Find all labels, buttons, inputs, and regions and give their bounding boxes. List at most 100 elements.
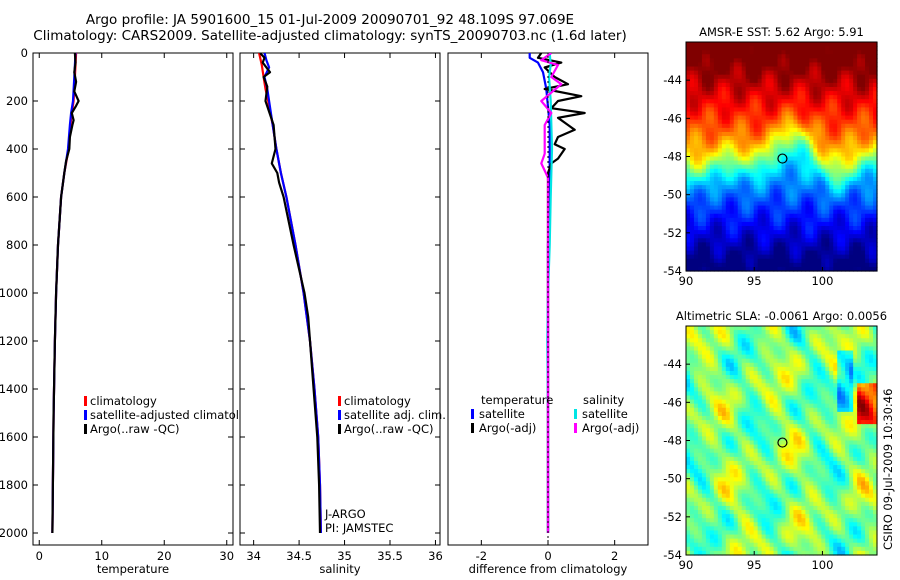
heatmap-cell: [845, 70, 850, 76]
heatmap-cell: [833, 399, 838, 405]
heatmap-cell: [853, 176, 858, 182]
heatmap-cell: [769, 181, 775, 186]
heatmap-cell: [757, 436, 763, 442]
heatmap-cell: [693, 262, 699, 268]
heatmap-cell: [733, 370, 739, 376]
heatmap-cell: [717, 82, 723, 88]
heatmap-cell: [709, 82, 715, 88]
heatmap-cell: [737, 78, 743, 84]
heatmap-cell: [849, 432, 854, 438]
heatmap-cell: [737, 399, 743, 405]
heatmap-cell: [857, 197, 862, 203]
heatmap-cell: [697, 144, 703, 149]
heatmap-cell: [777, 246, 783, 252]
heatmap-cell: [693, 383, 699, 388]
heatmap-cell: [777, 127, 783, 133]
heatmap-cell: [829, 70, 834, 76]
heatmap-cell: [729, 181, 735, 186]
heatmap-cell: [701, 350, 707, 356]
heatmap-cell: [709, 411, 715, 417]
heatmap-cell: [777, 197, 783, 203]
heatmap-cell: [749, 66, 755, 72]
heatmap-cell: [869, 246, 874, 252]
heatmap-cell: [809, 493, 814, 499]
heatmap-cell: [769, 424, 775, 429]
heatmap-cell: [741, 346, 747, 352]
heatmap-cell: [781, 197, 787, 203]
heatmap-cell: [837, 148, 842, 154]
heatmap-cell: [837, 226, 842, 231]
heatmap-cell: [749, 136, 755, 141]
heatmap-cell: [693, 193, 699, 198]
heatmap-cell: [769, 366, 775, 372]
heatmap-cell: [837, 82, 842, 88]
heatmap-cell: [725, 176, 731, 182]
heatmap-cell: [841, 428, 846, 433]
heatmap-cell: [761, 66, 767, 72]
heatmap-cell: [757, 485, 763, 491]
heatmap-cell: [837, 152, 842, 158]
heatmap-cell: [701, 424, 707, 429]
heatmap-cell: [697, 411, 703, 417]
heatmap-cell: [761, 493, 767, 499]
heatmap-cell: [829, 221, 834, 227]
heatmap-cell: [845, 366, 850, 372]
heatmap-cell: [813, 258, 818, 264]
heatmap-cell: [697, 70, 703, 76]
heatmap-cell: [757, 119, 763, 125]
heatmap-cell: [845, 330, 850, 335]
heatmap-cell: [721, 209, 727, 215]
heatmap-cell: [686, 338, 691, 343]
heatmap-cell: [705, 456, 711, 462]
heatmap-cell: [849, 465, 854, 470]
heatmap-cell: [773, 444, 779, 450]
heatmap-cell: [869, 197, 874, 203]
legend-label-argo: Argo(..raw -QC): [344, 422, 434, 436]
temperature-plot: 0 10 20 30020040060080010001200140016001800…: [0, 46, 253, 576]
heatmap-cell: [865, 242, 870, 248]
heatmap-cell: [829, 176, 834, 182]
heatmap-cell: [801, 354, 806, 360]
heatmap-cell: [686, 205, 691, 211]
heatmap-cell: [849, 176, 854, 182]
heatmap-cell: [697, 58, 703, 64]
heatmap-cell: [733, 399, 739, 405]
heatmap-cell: [745, 436, 751, 442]
heatmap-cell: [709, 74, 715, 80]
heatmap-cell: [865, 387, 870, 393]
heatmap-cell: [733, 78, 739, 84]
heatmap-cell: [686, 140, 691, 145]
heatmap-cell: [729, 115, 735, 121]
heatmap-cell: [785, 448, 791, 454]
heatmap-cell: [861, 411, 866, 417]
heatmap-cell: [761, 205, 767, 211]
heatmap-cell: [749, 107, 755, 113]
heatmap-cell: [849, 74, 854, 80]
heatmap-cell: [849, 201, 854, 207]
heatmap-cell: [725, 209, 731, 215]
heatmap-cell: [825, 226, 830, 231]
heatmap-cell: [833, 465, 838, 470]
heatmap-cell: [833, 82, 838, 88]
heatmap-cell: [689, 456, 695, 462]
heatmap-cell: [721, 473, 727, 478]
heatmap-cell: [761, 176, 767, 182]
heatmap-cell: [793, 448, 799, 454]
heatmap-cell: [697, 424, 703, 429]
heatmap-cell: [809, 217, 814, 223]
heatmap-cell: [761, 489, 767, 495]
heatmap-cell: [817, 452, 822, 458]
heatmap-cell: [841, 266, 846, 272]
heatmap-cell: [761, 246, 767, 252]
heatmap-cell: [829, 226, 834, 231]
heatmap-cell: [813, 444, 818, 450]
heatmap-cell: [729, 407, 735, 413]
heatmap-cell: [757, 424, 763, 429]
heatmap-cell: [845, 407, 850, 413]
heatmap-cell: [737, 99, 743, 104]
heatmap-cell: [777, 217, 783, 223]
heatmap-cell: [757, 86, 763, 92]
heatmap-cell: [721, 411, 727, 417]
heatmap-cell: [686, 193, 691, 198]
heatmap-cell: [809, 205, 814, 211]
